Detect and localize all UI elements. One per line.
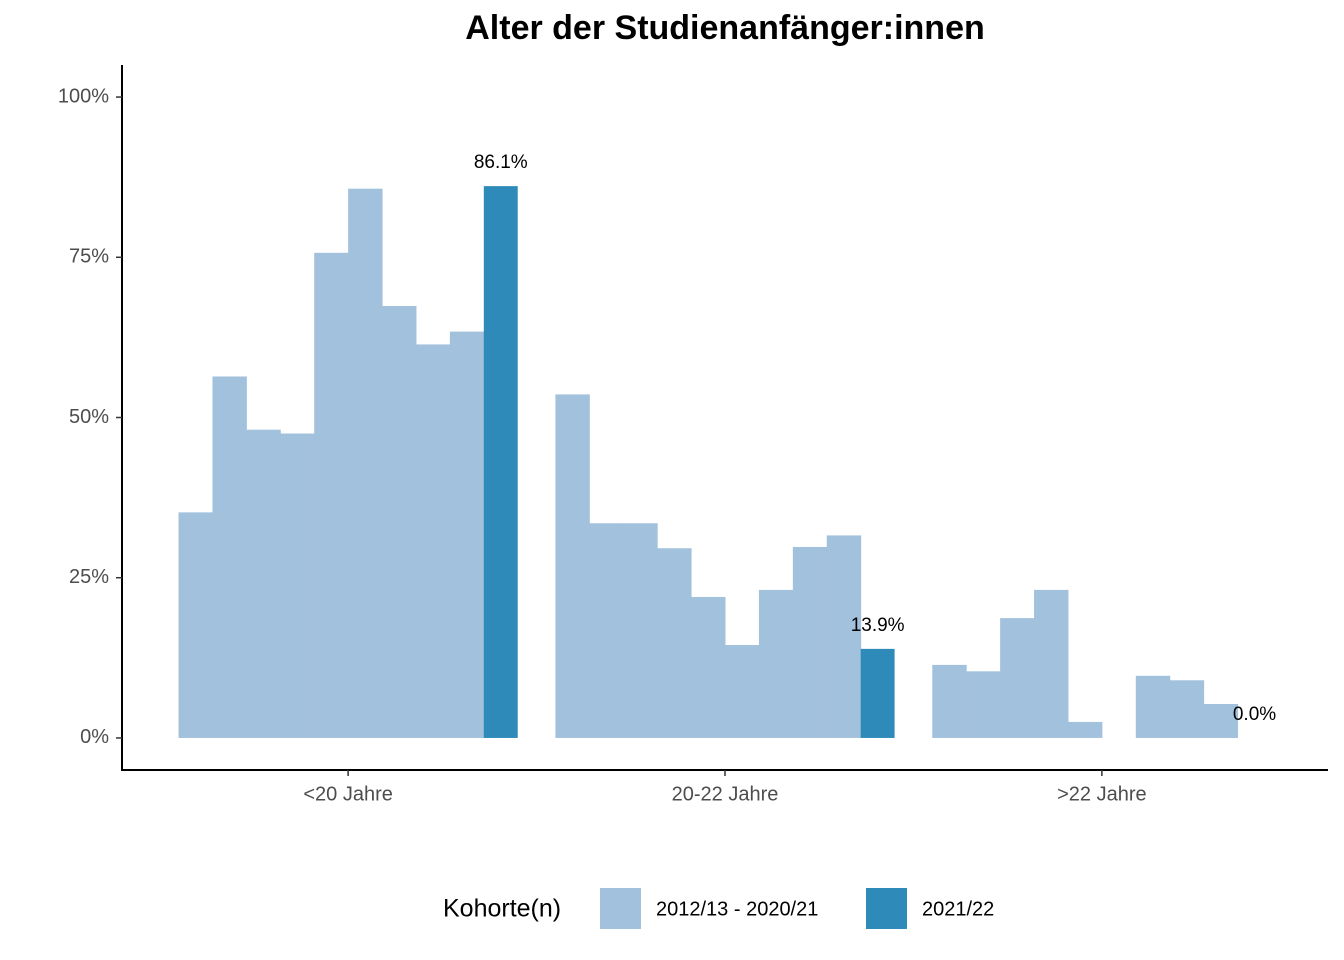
bar: [1000, 618, 1035, 738]
bar: [623, 523, 658, 738]
bar: [555, 394, 590, 738]
bar: [657, 548, 692, 738]
bar: [415, 344, 451, 738]
legend-label: 2012/13 - 2020/21: [656, 898, 818, 920]
bar: [382, 305, 417, 738]
bar: [725, 645, 760, 738]
bar: [758, 589, 794, 738]
x-tick-label: 20-22 Jahre: [672, 783, 779, 805]
bar: [246, 429, 281, 738]
bar: [212, 376, 247, 738]
value-label: 86.1%: [474, 152, 528, 173]
value-label: 0.0%: [1233, 704, 1276, 725]
bar: [280, 433, 315, 738]
legend-title: Kohorte(n): [443, 895, 561, 923]
bar: [932, 664, 967, 738]
legend-label: 2021/22: [922, 898, 994, 920]
legend-swatch: [866, 888, 907, 929]
bar: [449, 331, 485, 738]
bar: [1067, 721, 1103, 738]
bar: [826, 535, 862, 738]
value-label: 13.9%: [851, 615, 905, 636]
bar: [1034, 589, 1069, 738]
bar: [314, 252, 349, 738]
chart-title: Alter der Studienanfänger:innen: [465, 9, 985, 47]
bar: [966, 671, 1001, 738]
bar: [1169, 680, 1205, 738]
bar: [589, 523, 624, 738]
y-tick-label: 0%: [80, 726, 109, 748]
bar: [348, 188, 383, 738]
bar: [691, 596, 726, 738]
y-tick-label: 25%: [69, 566, 109, 588]
y-tick-label: 75%: [69, 246, 109, 268]
y-tick-label: 100%: [58, 85, 109, 107]
x-tick-label: <20 Jahre: [303, 783, 393, 805]
bar: [860, 648, 895, 738]
bar: [792, 546, 828, 738]
bar: [178, 512, 213, 738]
legend-swatch: [600, 888, 641, 929]
x-tick-label: >22 Jahre: [1057, 783, 1147, 805]
bar: [1203, 703, 1239, 738]
bar: [1135, 675, 1171, 738]
y-tick-label: 50%: [69, 406, 109, 428]
bar: [483, 186, 518, 738]
